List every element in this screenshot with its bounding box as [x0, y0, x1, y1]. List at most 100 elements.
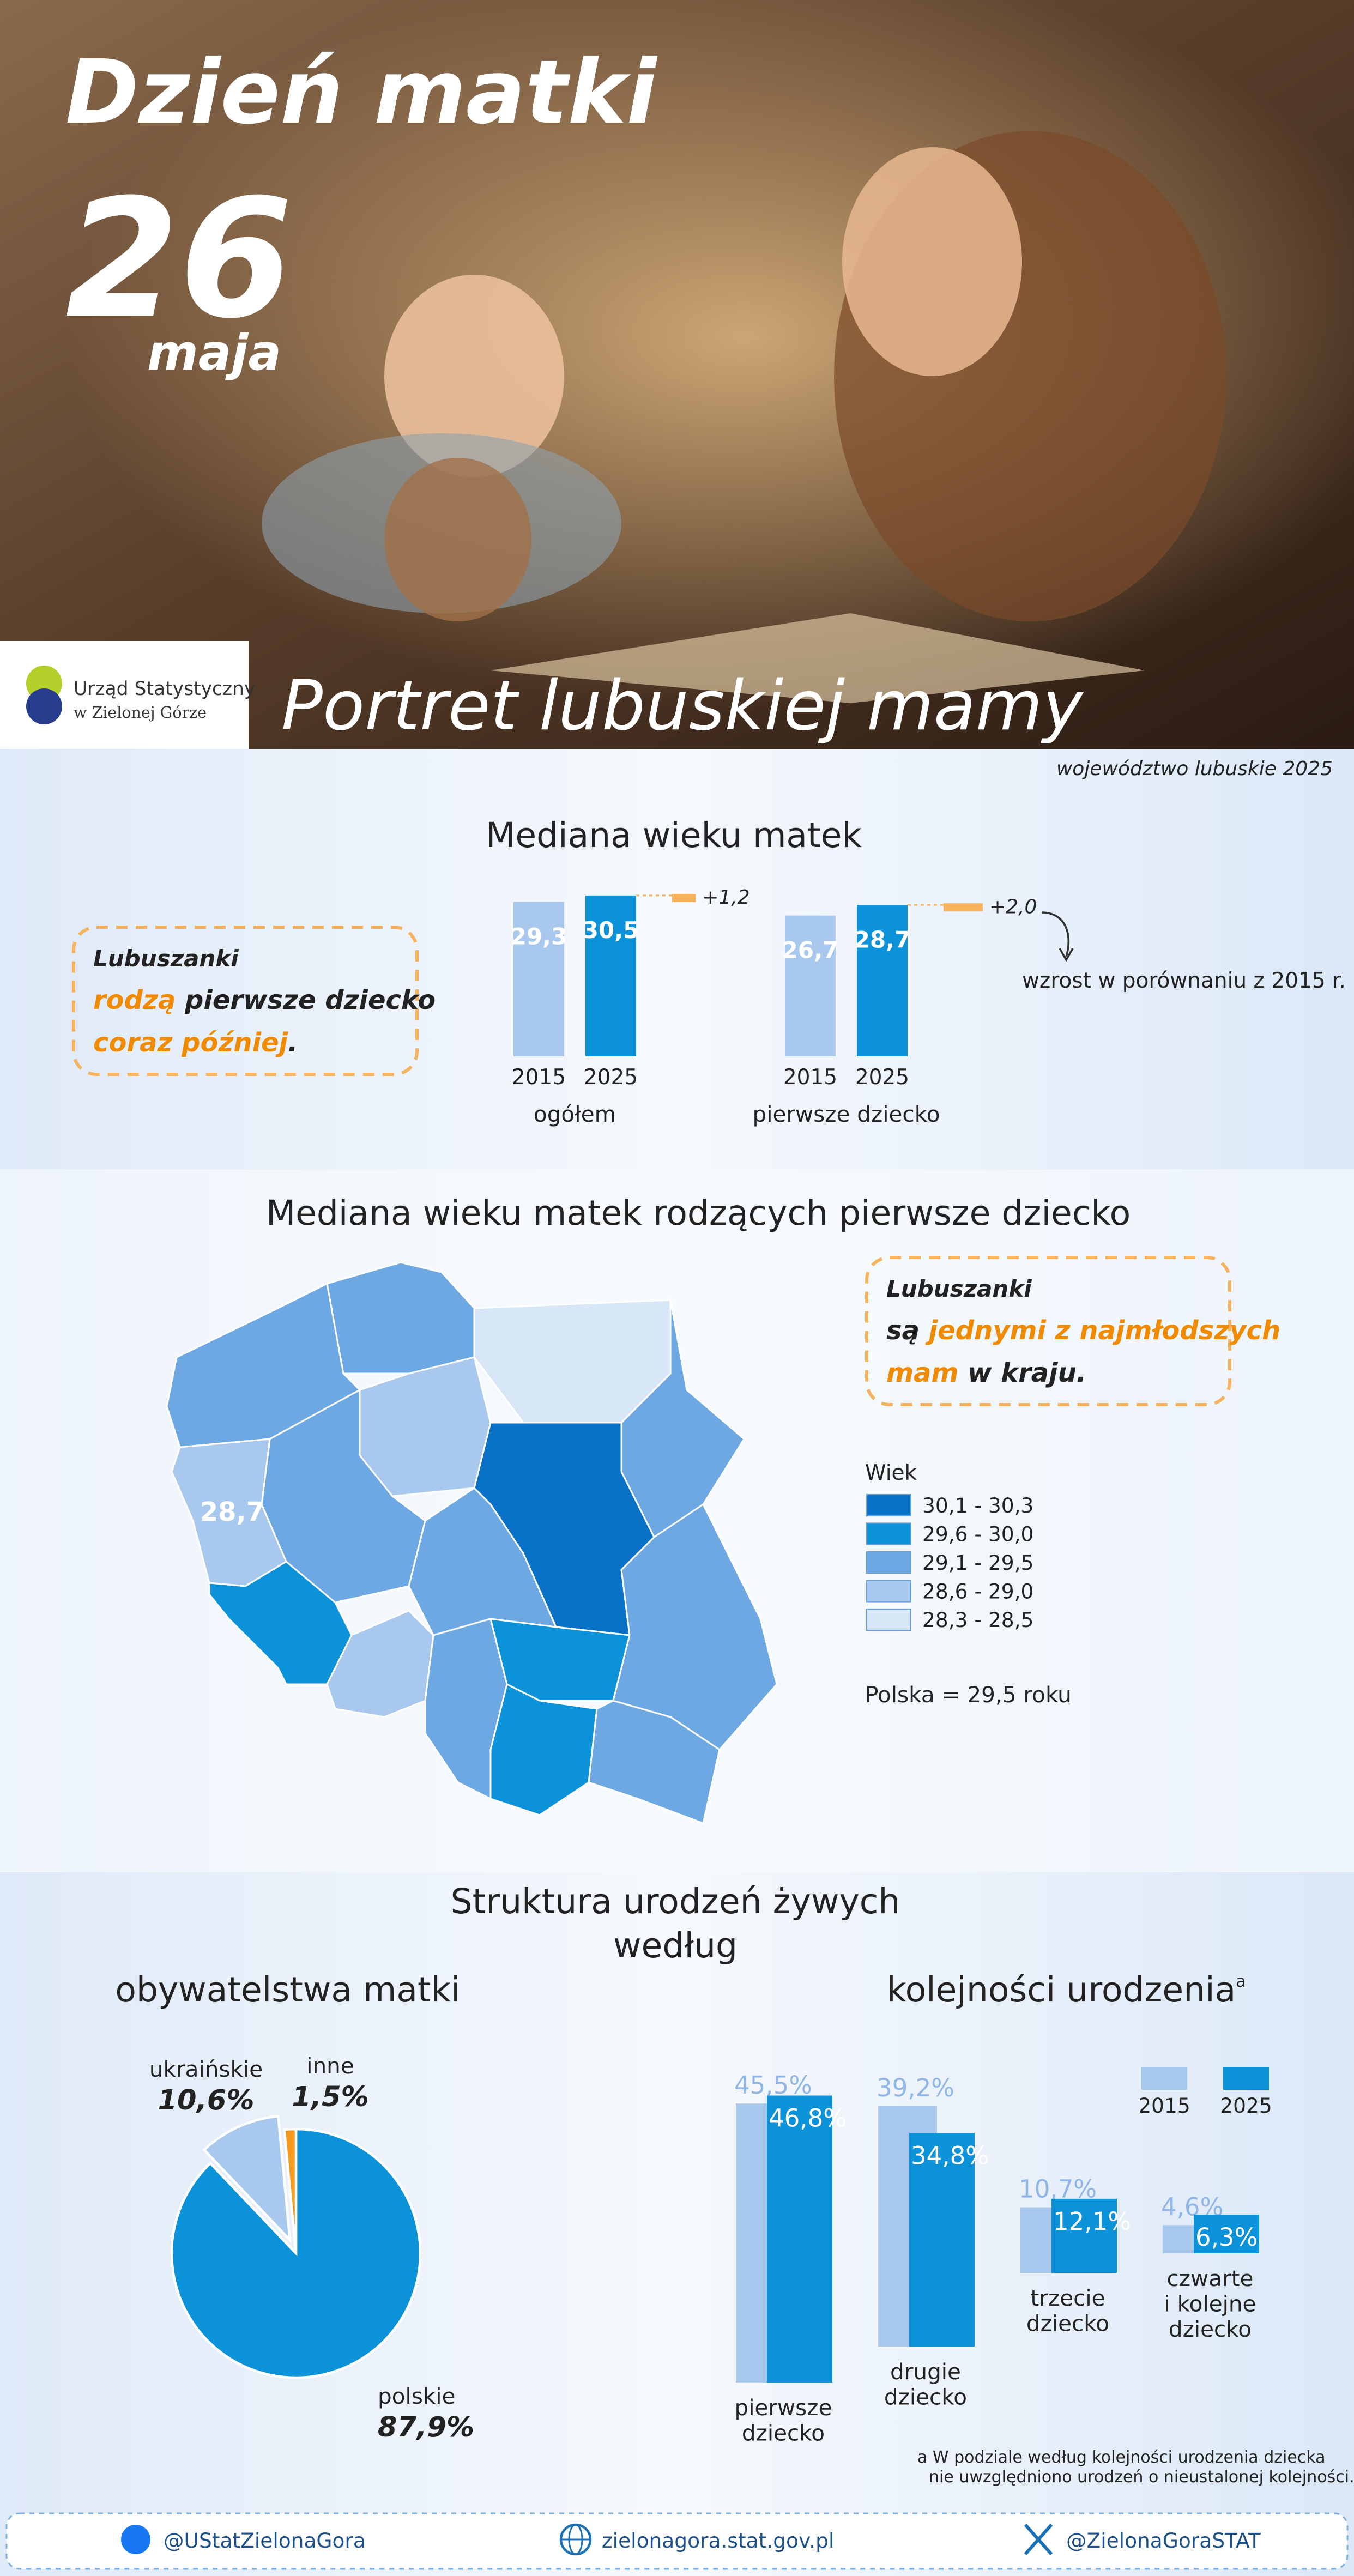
chart-title: obywatelstwa matki — [115, 1970, 460, 2010]
day: 26 — [65, 164, 293, 354]
legend-swatch — [866, 1493, 912, 1517]
callout-text: Lubuszanki — [93, 945, 239, 972]
callout-box — [865, 1256, 1231, 1407]
category-label: ogółem — [534, 1101, 616, 1127]
legend-label: 2015 — [1138, 2094, 1190, 2118]
legend-swatch — [1223, 2067, 1269, 2090]
value-label: 10,7% — [1019, 2175, 1097, 2204]
pie-value: 1,5% — [292, 2081, 368, 2113]
series-label: 2015 — [512, 1065, 566, 1090]
bar — [909, 2133, 975, 2347]
category-label: trzecie — [1030, 2285, 1105, 2311]
map-note: Polska = 29,5 roku — [865, 1682, 1072, 1708]
category-label: czwarte — [1167, 2265, 1254, 2291]
section-title: według — [613, 1926, 738, 1966]
callout-part: w kraju. — [958, 1358, 1086, 1388]
legend-label: 29,1 - 29,5 — [922, 1551, 1033, 1575]
series-label: 2025 — [584, 1065, 638, 1090]
bar — [1051, 2198, 1117, 2273]
map-region — [489, 1683, 598, 1816]
photo-face — [384, 275, 564, 478]
footer-box — [5, 2512, 1349, 2570]
callout-highlight: rodzą — [93, 985, 176, 1015]
legend-title: Wiek — [865, 1461, 917, 1485]
difference-bar — [672, 893, 696, 902]
map-title: Mediana wieku matek rodzących pierwsze d… — [266, 1193, 1131, 1233]
photo-face — [842, 147, 1022, 377]
x-icon — [1024, 2524, 1053, 2555]
category-label: drugie — [890, 2359, 961, 2385]
category-label: pierwsze — [735, 2394, 832, 2421]
callout-part: Lubuszanki — [93, 945, 239, 972]
legend-label: 2025 — [1220, 2094, 1272, 2118]
callout-text: mam w kraju. — [886, 1358, 1086, 1388]
callout-part: są — [886, 1315, 929, 1346]
legend-label: 28,3 - 28,5 — [922, 1608, 1033, 1632]
pie-value: 87,9% — [378, 2411, 474, 2444]
bar — [767, 2095, 832, 2383]
facebook-icon — [121, 2525, 150, 2555]
title-note: a — [1236, 1972, 1246, 1991]
value-label: 29,3 — [511, 923, 567, 950]
region: województwo lubuskie 2025 — [1056, 758, 1333, 780]
footer-link: @ZielonaGoraSTAT — [1066, 2529, 1261, 2553]
title: Dzień matki — [65, 41, 658, 144]
pie-value: 10,6% — [158, 2084, 255, 2117]
bar — [513, 902, 564, 1057]
callout-text: są jednymi z najmłodszych — [886, 1315, 1280, 1346]
callout-text: Lubuszanki — [886, 1275, 1032, 1302]
annotation: wzrost w porównaniu z 2015 r. — [1022, 969, 1346, 993]
bar — [585, 895, 636, 1057]
difference-label: +2,0 — [989, 896, 1037, 918]
pie-slice — [283, 2127, 298, 2254]
map — [166, 1261, 778, 1824]
logo-text: w Zielonej Górze — [74, 704, 207, 722]
map-region — [588, 1700, 721, 1824]
callout-highlight: mam — [886, 1358, 958, 1388]
value-label: 12,1% — [1053, 2207, 1131, 2236]
map-region — [326, 1610, 434, 1718]
difference-label: +1,2 — [702, 886, 749, 909]
series-label: 2015 — [783, 1065, 837, 1090]
chart-title: Mediana wieku matek — [486, 815, 862, 855]
footnote: nie uwzględniono urodzeń o nieustalonej … — [929, 2468, 1354, 2487]
pie-slice — [202, 2115, 292, 2244]
photo-teddy — [384, 458, 531, 622]
pie-category: ukraińskie — [149, 2056, 263, 2082]
legend-swatch — [866, 1580, 912, 1603]
legend-label: 29,6 - 30,0 — [922, 1522, 1033, 1546]
footnote: a W podziale według kolejności urodzenia… — [917, 2448, 1326, 2467]
bar — [857, 905, 908, 1057]
callout-text: rodzą pierwsze dziecko — [93, 985, 436, 1015]
callout-highlight: coraz później — [93, 1027, 288, 1058]
value-label: 6,3% — [1195, 2223, 1258, 2252]
legend-swatch — [866, 1608, 912, 1631]
value-label: 28,7 — [854, 926, 911, 953]
bar — [785, 915, 836, 1057]
logo-icon — [26, 688, 62, 725]
section-title: Struktura urodzeń żywych — [451, 1882, 900, 1921]
value-label: 34,8% — [911, 2142, 989, 2170]
annotation-arrow — [1041, 911, 1070, 957]
bar — [1194, 2215, 1259, 2254]
chart-title: kolejności urodzeniaa — [886, 1970, 1246, 2010]
series-label: 2025 — [855, 1065, 909, 1090]
month: maja — [147, 324, 281, 382]
callout-part: . — [288, 1027, 298, 1058]
callout-part: pierwsze dziecko — [176, 985, 436, 1015]
pie-category: polskie — [378, 2383, 455, 2409]
category-label: pierwsze dziecko — [753, 1101, 940, 1127]
value-label: 46,8% — [769, 2104, 847, 2133]
map-label: 28,7 — [200, 1497, 264, 1527]
photo-book — [491, 613, 1145, 704]
subtitle: Portret lubuskiej mamy — [281, 666, 1084, 746]
category-label: dziecko — [1026, 2311, 1109, 2337]
value-label: 45,5% — [734, 2071, 812, 2100]
annotation-arrow — [1059, 948, 1074, 962]
value-label: 30,5 — [583, 917, 639, 944]
footer-link: zielonagora.stat.gov.pl — [602, 2529, 834, 2553]
legend-swatch — [1141, 2067, 1187, 2090]
legend-label: 28,6 - 29,0 — [922, 1580, 1033, 1604]
